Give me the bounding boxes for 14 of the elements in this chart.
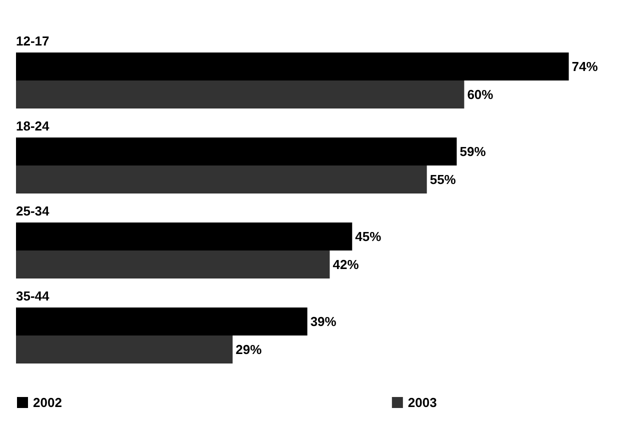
data-label: 39%: [310, 314, 337, 329]
y-tick-label: 18-24: [16, 118, 50, 134]
data-label: 60%: [467, 87, 494, 102]
data-label: 59%: [460, 144, 486, 159]
y-tick-label: 35-44: [16, 288, 50, 304]
legend-label: 2003: [408, 395, 437, 410]
data-label: 74%: [572, 59, 598, 74]
legend-label: 2002: [33, 395, 62, 410]
data-label: 55%: [430, 172, 456, 187]
data-label: 45%: [355, 229, 382, 244]
y-tick-label: 25-34: [16, 204, 50, 218]
y-tick-label: 12-17: [16, 34, 50, 48]
data-label: 29%: [236, 342, 262, 357]
data-label: 42%: [332, 257, 360, 272]
